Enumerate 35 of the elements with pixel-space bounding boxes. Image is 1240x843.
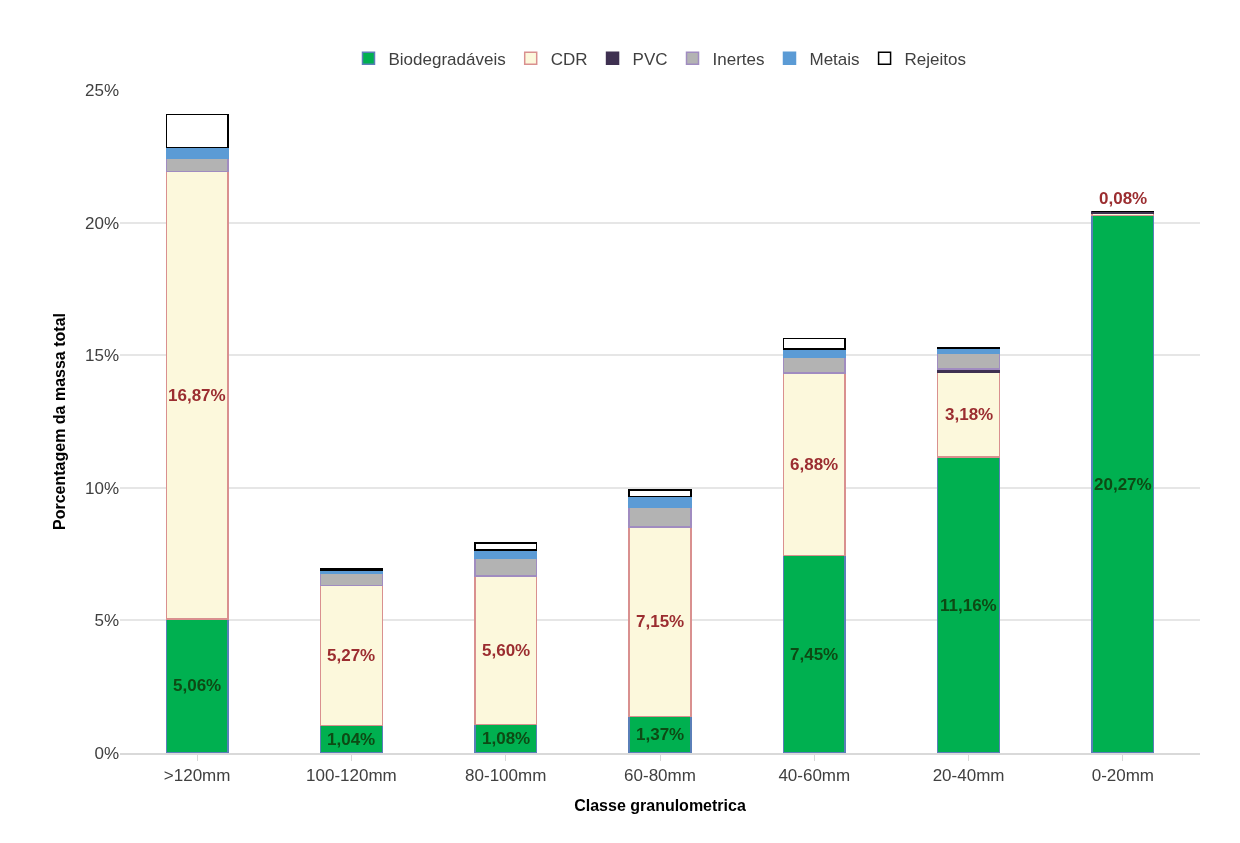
data-label: 20,27% [1094, 475, 1152, 494]
data-label: 6,88% [790, 455, 839, 474]
x-tick-label: 80-100mm [465, 766, 547, 786]
data-label: 16,87% [168, 386, 226, 405]
y-tick-label: 0% [94, 743, 119, 763]
data-label: 1,37% [636, 725, 685, 744]
legend-label: Metais [809, 49, 860, 69]
y-tick-label: 25% [84, 80, 119, 100]
legend-label: CDR [550, 49, 588, 69]
y-tick-label: 20% [84, 213, 119, 233]
x-tick-label: 60-80mm [624, 766, 696, 786]
data-label: 5,60% [482, 641, 531, 660]
y-tick-label: 5% [94, 611, 119, 631]
x-tick-label: 20-40mm [932, 766, 1005, 786]
x-tick-label: 100-120mm [306, 766, 397, 786]
y-tick-label: 10% [84, 478, 119, 498]
data-label: 5,27% [327, 646, 376, 665]
data-label: 7,15% [636, 612, 685, 631]
data-label: 7,45% [790, 645, 839, 664]
x-tick-label: >120mm [163, 766, 231, 786]
data-label: 3,18% [945, 405, 994, 424]
x-axis-title: Classe granulometrica [574, 796, 746, 814]
data-label: 0,08% [1099, 189, 1148, 208]
data-label: 1,04% [327, 730, 376, 749]
data-label: 1,08% [482, 729, 531, 748]
y-axis-title: Porcentagem da massa total [50, 313, 68, 530]
x-tick-label: 40-60mm [778, 766, 851, 786]
legend-label: Inertes [712, 49, 765, 69]
legend-label: PVC [632, 49, 668, 69]
legend-label: Rejeitos [904, 49, 966, 69]
x-tick-label: 0-20mm [1091, 766, 1155, 786]
data-label: 11,16% [940, 596, 997, 615]
legend-label: Biodegradáveis [388, 49, 506, 69]
y-tick-label: 15% [84, 346, 119, 366]
data-label: 5,06% [173, 676, 222, 695]
